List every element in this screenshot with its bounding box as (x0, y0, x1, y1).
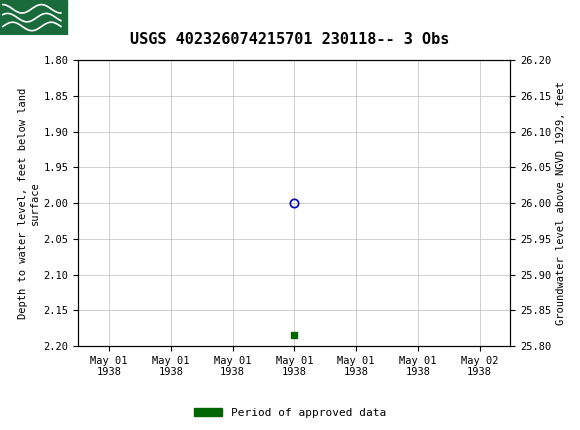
Y-axis label: Groundwater level above NGVD 1929, feet: Groundwater level above NGVD 1929, feet (556, 81, 566, 325)
Bar (0, 0, 67, 35)
Y-axis label: Depth to water level, feet below land
surface: Depth to water level, feet below land su… (18, 88, 39, 319)
Text: USGS: USGS (70, 8, 129, 27)
Legend: Period of approved data: Period of approved data (190, 403, 390, 422)
Text: USGS 402326074215701 230118-- 3 Obs: USGS 402326074215701 230118-- 3 Obs (130, 32, 450, 47)
